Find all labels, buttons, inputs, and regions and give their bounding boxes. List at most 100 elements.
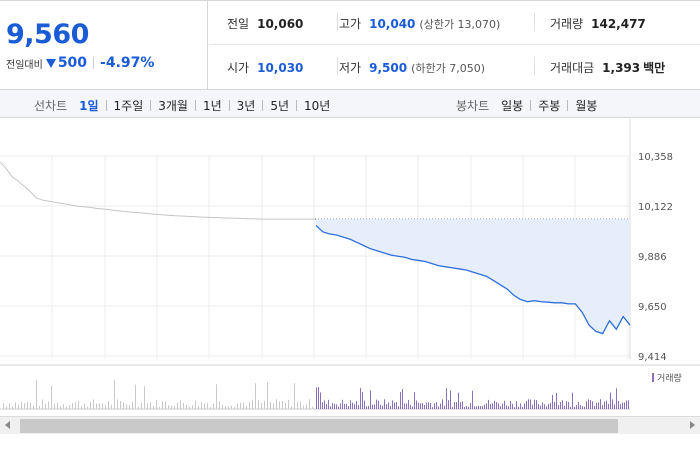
volume-bar xyxy=(530,399,531,409)
volume-bar xyxy=(454,402,455,409)
volume-bar xyxy=(344,403,345,409)
volume-bar xyxy=(42,399,43,409)
volume-bar xyxy=(141,402,142,409)
stat-label: 고가 xyxy=(339,17,362,31)
volume-bar xyxy=(542,402,543,409)
divider xyxy=(534,13,535,31)
volume-bar xyxy=(400,391,401,409)
volume-bar xyxy=(482,406,483,409)
volume-bar xyxy=(6,406,7,409)
volume-bar xyxy=(132,401,133,409)
volume-bar xyxy=(490,404,491,409)
volume-bar xyxy=(189,406,190,409)
volume-bar xyxy=(249,401,250,409)
volume-bar xyxy=(384,399,385,409)
volume-bar xyxy=(195,400,196,409)
volume-bar xyxy=(69,405,70,409)
volume-bar xyxy=(612,399,613,409)
volume-bar xyxy=(81,405,82,409)
volume-bar xyxy=(410,405,411,409)
scroll-left-arrow-icon[interactable] xyxy=(5,421,10,429)
volume-bar xyxy=(273,403,274,409)
price-chart[interactable]: 10,358 10,122 9,886 9,650 9,414 거래량 xyxy=(0,119,700,416)
volume-bar xyxy=(78,400,79,409)
candle-tab-0[interactable]: 일봉 xyxy=(501,99,524,113)
volume-bar xyxy=(334,403,335,409)
volume-bar xyxy=(21,401,22,409)
volume-bar xyxy=(430,403,431,409)
volume-bar xyxy=(464,406,465,409)
volume-bar xyxy=(520,403,521,409)
volume-bar xyxy=(370,390,371,409)
price-area-fill xyxy=(316,219,630,334)
volume-bar xyxy=(338,406,339,409)
volume-bar xyxy=(554,402,555,409)
period-tab-3[interactable]: 1년 xyxy=(202,99,222,113)
period-tab-5[interactable]: 5년 xyxy=(270,99,290,113)
period-tab-4[interactable]: 3년 xyxy=(236,99,256,113)
volume-bar xyxy=(510,400,511,409)
stat-value: 1,393 xyxy=(602,61,641,75)
volume-bar xyxy=(328,399,329,409)
divider xyxy=(296,100,298,111)
stat-open: 시가 10,030 xyxy=(227,59,303,76)
volume-bar xyxy=(192,405,193,409)
volume-bar xyxy=(424,405,425,409)
stat-unit: 백만 xyxy=(643,61,666,75)
down-triangle-icon xyxy=(45,58,56,68)
volume-bar xyxy=(306,404,307,409)
volume-bar xyxy=(598,402,599,409)
volume-bar xyxy=(544,404,545,409)
candle-tab-2[interactable]: 월봉 xyxy=(575,99,598,113)
period-tab-2[interactable]: 3개월 xyxy=(158,99,188,113)
volume-bar xyxy=(183,403,184,409)
volume-bar xyxy=(96,403,97,409)
stat-label: 전일 xyxy=(227,17,250,31)
change-percent: -4.97% xyxy=(100,55,155,71)
volume-bar xyxy=(261,403,262,409)
chart-scrollbar[interactable] xyxy=(0,416,700,434)
volume-bar xyxy=(231,405,232,409)
volume-bar xyxy=(240,402,241,409)
volume-bar xyxy=(66,406,67,409)
volume-bar xyxy=(340,403,341,409)
volume-bar xyxy=(566,401,567,409)
volume-bar xyxy=(574,406,575,409)
stat-volume: 거래량 142,477 xyxy=(550,15,646,32)
y-tick-label: 9,650 xyxy=(638,302,667,313)
stat-value: 10,040 xyxy=(369,17,416,31)
volume-bar xyxy=(610,392,611,409)
volume-bar xyxy=(614,404,615,409)
volume-bar xyxy=(558,405,559,409)
volume-bar xyxy=(398,406,399,409)
volume-bar xyxy=(84,403,85,409)
volume-bar xyxy=(219,401,220,409)
volume-bar xyxy=(560,401,561,409)
candle-tab-1[interactable]: 주봉 xyxy=(538,99,561,113)
period-tab-0[interactable]: 1일 xyxy=(79,99,99,113)
volume-bar xyxy=(332,403,333,409)
stat-sub: (상한가 13,070) xyxy=(419,18,501,31)
divider xyxy=(530,100,532,111)
scroll-thumb[interactable] xyxy=(20,419,618,433)
volume-bar xyxy=(594,405,595,409)
volume-bar xyxy=(546,406,547,409)
volume-bar xyxy=(388,402,389,409)
volume-bar xyxy=(201,402,202,409)
scroll-right-arrow-icon[interactable] xyxy=(690,421,695,429)
volume-bar xyxy=(354,404,355,409)
period-tab-6[interactable]: 10년 xyxy=(304,99,331,113)
change-label: 전일대비 xyxy=(6,59,43,71)
volume-bar xyxy=(444,405,445,409)
volume-bar xyxy=(171,405,172,409)
volume-bar xyxy=(324,400,325,409)
volume-bar xyxy=(3,403,4,409)
volume-bar xyxy=(588,399,589,409)
volume-bar xyxy=(237,403,238,409)
volume-legend-swatch xyxy=(652,373,654,382)
volume-bar xyxy=(406,403,407,409)
volume-bar xyxy=(356,401,357,409)
volume-bar xyxy=(54,403,55,409)
volume-bar xyxy=(144,386,145,409)
period-tab-1[interactable]: 1주일 xyxy=(113,99,144,113)
